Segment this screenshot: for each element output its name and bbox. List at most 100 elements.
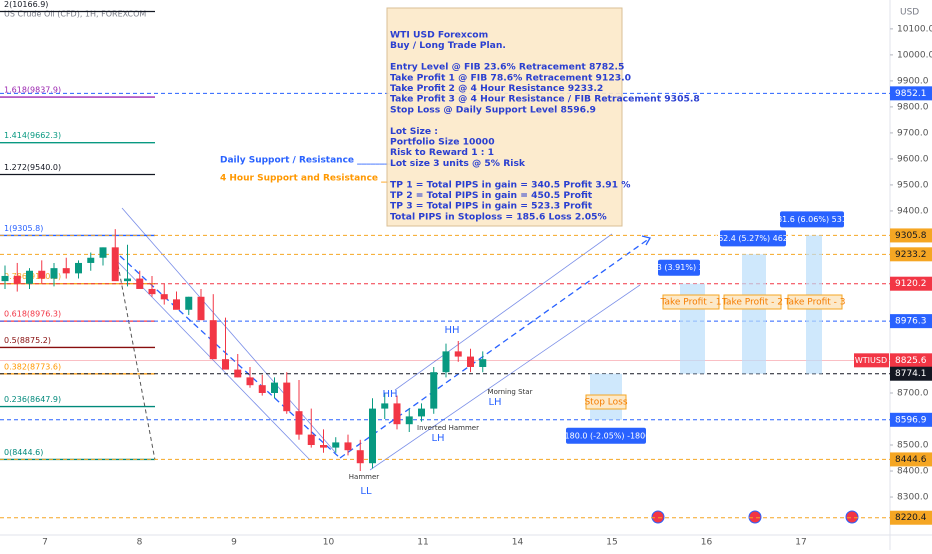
candle-body — [271, 382, 278, 393]
symbol-tag-label: WTIUSD — [855, 356, 887, 365]
y-tick-label: 9600.0 — [897, 154, 929, 164]
y-tick-label: 8400.0 — [897, 467, 929, 477]
annotation: LH — [488, 397, 501, 408]
callout-box — [566, 427, 646, 444]
candle-body — [111, 247, 119, 282]
candle-body — [75, 262, 82, 274]
candle-body — [479, 359, 487, 367]
plan-line: Entry Level @ FIB 23.6% Retracement 8782… — [390, 62, 624, 73]
candle-body — [124, 278, 131, 282]
price-marker — [890, 452, 932, 467]
callout-label: 462.4 (5.27%) 4624 — [713, 234, 793, 243]
plan-line: Buy / Long Trade Plan. — [390, 40, 506, 51]
candle-body — [87, 257, 95, 263]
y-tick-label: 8500.0 — [897, 441, 929, 451]
callout-box — [720, 230, 786, 247]
annotation: Hammer — [349, 473, 379, 481]
price-marker-label: 9852.1 — [895, 89, 927, 99]
candle-body — [136, 278, 144, 289]
y-tick-label: 9400.0 — [897, 206, 929, 216]
annotation: Morning Star — [488, 388, 533, 396]
x-tick-label: 17 — [795, 538, 806, 548]
plan-line: Take Profit 1 @ FIB 78.6% Retracement 91… — [390, 72, 631, 83]
annotation: LL — [360, 486, 372, 497]
candle-body — [442, 351, 450, 373]
price-marker — [890, 247, 932, 262]
candle-body — [430, 372, 438, 409]
plan-line: TP 1 = Total PIPS in gain = 340.5 Profit… — [390, 179, 630, 190]
callout-box — [780, 211, 844, 228]
candle-body — [356, 450, 364, 464]
x-tick-label: 16 — [701, 538, 713, 548]
y-tick-label: 10100.0 — [897, 24, 932, 34]
plan-line: Total PIPS in Stoploss = 185.6 Loss 2.05… — [390, 211, 607, 222]
callout-label: 343.3 (3.91%) 3433 — [639, 263, 719, 272]
y-tick-label: 8700.0 — [897, 388, 929, 398]
candle-body — [369, 408, 376, 464]
x-tick-label: 11 — [417, 538, 428, 548]
plan-line: WTI USD Forexcom — [390, 30, 488, 41]
plan-box — [386, 7, 623, 227]
y-tick-label: 9900.0 — [897, 76, 929, 86]
symbol-tag — [854, 353, 889, 368]
fib-label: 0.382(8773.6) — [4, 362, 61, 371]
target-label-box — [662, 294, 720, 310]
price-marker-label: 8774.1 — [895, 369, 927, 379]
fib-label: 1.618(9837.9) — [4, 86, 61, 95]
price-marker — [890, 353, 932, 368]
x-tick-label: 9 — [231, 538, 237, 548]
fib-label: 0.236(8647.9) — [4, 395, 61, 404]
event-icon — [651, 510, 665, 524]
target-zone — [742, 254, 766, 374]
annotation: LH — [431, 433, 444, 444]
y-tick-label: 9800.0 — [897, 102, 929, 112]
callout-box — [658, 259, 700, 276]
candle-body — [418, 408, 425, 417]
candle-body — [99, 247, 107, 258]
fib-label: 1(9305.8) — [4, 224, 43, 233]
candle-body — [1, 275, 9, 282]
candle-body — [197, 296, 205, 321]
event-icon — [748, 510, 762, 524]
stop-label: Stop Loss — [584, 398, 627, 408]
target-label: Take Profit - 3 — [784, 298, 846, 308]
x-tick-label: 7 — [42, 538, 48, 548]
candle-body — [185, 296, 193, 310]
drawings — [117, 207, 651, 471]
target-label: Take Profit - 2 — [721, 298, 783, 308]
plan-line: Stop Loss @ Daily Support Level 8596.9 — [390, 104, 596, 115]
plan-line: Take Profit 3 @ 4 Hour Resistance / FIB … — [390, 94, 700, 105]
event-icon — [845, 510, 859, 524]
plan-line: TP 3 = Total PIPS in gain = 523.3 Profit — [390, 201, 593, 212]
price-marker — [890, 510, 932, 525]
price-marker-label: 9305.8 — [895, 231, 927, 241]
candle-body — [246, 377, 254, 386]
fib-label: 0.5(8875.2) — [4, 336, 51, 345]
price-marker-label: 8596.9 — [895, 415, 927, 425]
candle-body — [405, 416, 413, 425]
y-tick-label: 9500.0 — [897, 180, 929, 190]
fib-label: 1.414(9662.3) — [4, 131, 61, 140]
x-tick-label: 8 — [137, 538, 143, 548]
candle-body — [209, 320, 217, 360]
x-tick-label: 14 — [512, 538, 524, 548]
y-tick-label: 10000.0 — [897, 50, 932, 60]
price-marker — [890, 276, 932, 291]
callout-label: -180.0 (-2.05%) -1800 — [562, 431, 651, 440]
plan-line: TP 2 = Total PIPS in gain = 450.5 Profit — [390, 190, 593, 201]
candle-body — [222, 359, 229, 370]
arrow-head — [641, 235, 651, 246]
target-label-box — [723, 294, 782, 310]
candle-body — [148, 288, 156, 295]
price-marker-label: 8220.4 — [895, 513, 927, 523]
candle-body — [38, 270, 46, 279]
price-marker-label: 8444.6 — [895, 455, 927, 465]
candle-body — [295, 411, 303, 435]
candle-body — [13, 275, 21, 284]
price-marker — [890, 228, 932, 243]
y-tick-label: 9700.0 — [897, 128, 929, 138]
price-marker-label: 9233.2 — [895, 250, 927, 260]
candle-body — [307, 434, 315, 446]
channel-line — [369, 284, 641, 471]
